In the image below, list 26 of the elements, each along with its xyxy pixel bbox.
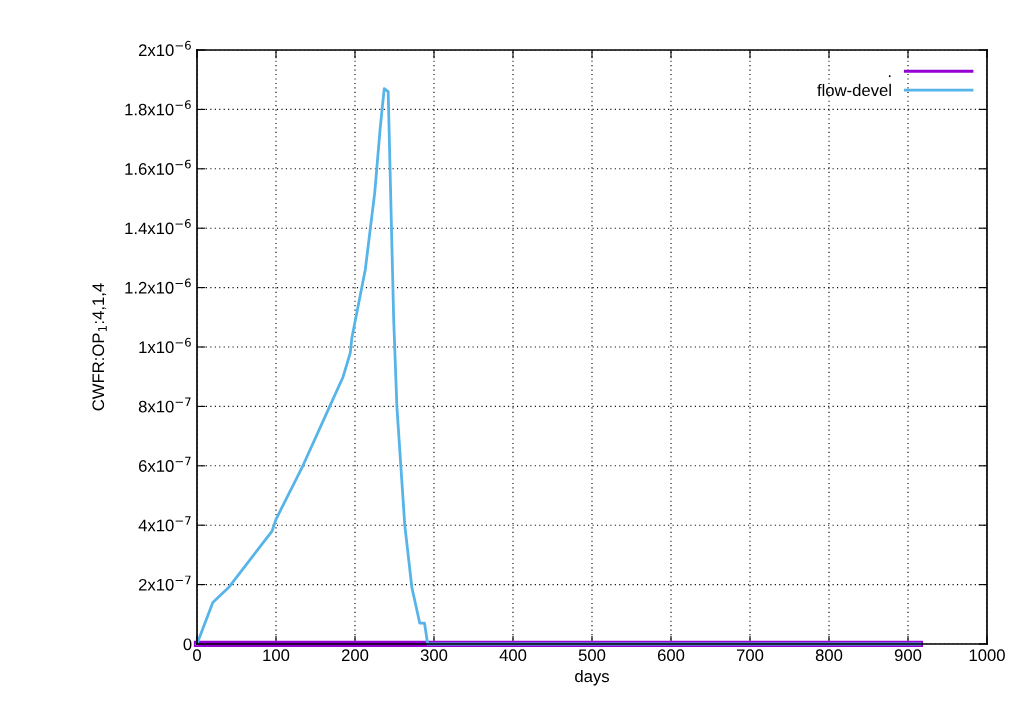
x-tick-label: 0 [193,649,201,662]
y-tick-label: 1.4x10$^{−6}$ [125,219,191,235]
x-tick-label: 500 [578,649,606,662]
y-tick-label: 4x10$^{−7}$ [138,516,191,532]
y-tick-label: 1.2x10$^{−6}$ [125,278,191,294]
legend-label: . [888,75,891,78]
x-axis-title: days [575,669,609,686]
y-tick-label: 1.6x10$^{−6}$ [125,159,191,175]
y-tick-label: 6x10$^{−7}$ [138,456,191,472]
y-tick-label: 2x10$^{−7}$ [138,575,191,591]
x-tick-label: 900 [894,649,922,662]
y-tick-label: 1x10$^{−6}$ [139,337,191,354]
x-tick-label: 400 [499,649,527,662]
x-tick-label: 800 [815,649,843,662]
x-tick-label: 600 [657,649,685,662]
x-tick-label: 700 [736,649,764,662]
y-axis-title: CWFR:OP$_{1}$:4,1,4 [92,283,107,411]
x-tick-label: 200 [341,649,369,662]
x-tick-label: 1000 [969,649,1005,662]
legend-label: flow-devel [817,83,891,97]
x-tick-label: 100 [263,649,290,662]
x-tick-label: 300 [420,649,448,662]
y-tick-label: 8x10$^{−7}$ [138,397,191,413]
y-tick-label: 1.8x10$^{−6}$ [125,100,191,116]
y-tick-label: 2x10$^{−6}$ [138,40,191,57]
y-tick-label: 0 [183,638,192,651]
